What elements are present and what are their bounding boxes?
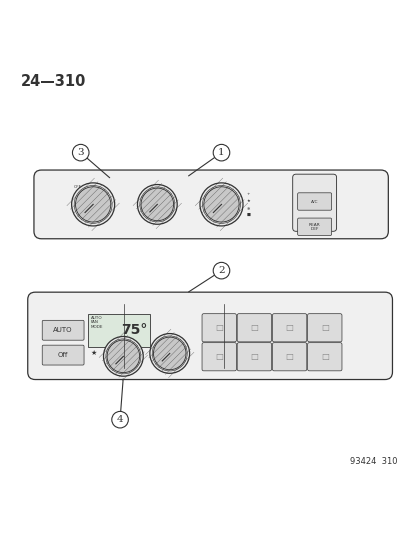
Text: AUTO: AUTO [53, 327, 73, 333]
Circle shape [107, 340, 139, 373]
Circle shape [141, 188, 173, 221]
FancyBboxPatch shape [42, 345, 84, 365]
FancyBboxPatch shape [34, 170, 387, 239]
Circle shape [199, 183, 242, 226]
Text: 24—310: 24—310 [21, 74, 86, 89]
FancyBboxPatch shape [202, 314, 236, 342]
Circle shape [137, 184, 177, 224]
Text: 3: 3 [77, 148, 84, 157]
Circle shape [203, 187, 239, 222]
Circle shape [213, 144, 229, 161]
FancyBboxPatch shape [202, 343, 236, 371]
Circle shape [213, 262, 229, 279]
FancyBboxPatch shape [292, 174, 336, 231]
Text: □: □ [250, 324, 258, 332]
Text: Off: Off [58, 352, 68, 358]
Text: □: □ [215, 352, 223, 361]
FancyBboxPatch shape [42, 320, 84, 340]
FancyBboxPatch shape [307, 314, 341, 342]
Text: ★: ★ [90, 350, 97, 357]
Text: □: □ [320, 324, 328, 332]
Text: ■: ■ [246, 213, 249, 217]
FancyBboxPatch shape [297, 218, 331, 236]
Text: 4: 4 [116, 415, 123, 424]
Circle shape [153, 337, 185, 370]
Text: 93424  310: 93424 310 [349, 457, 396, 466]
Circle shape [112, 411, 128, 428]
Text: ★: ★ [246, 199, 249, 203]
Circle shape [103, 336, 143, 376]
FancyBboxPatch shape [307, 343, 341, 371]
FancyBboxPatch shape [237, 314, 271, 342]
FancyBboxPatch shape [88, 314, 150, 347]
Text: □: □ [250, 352, 258, 361]
Text: OFF: OFF [74, 185, 81, 189]
FancyBboxPatch shape [28, 292, 392, 379]
Text: □: □ [285, 352, 293, 361]
FancyBboxPatch shape [272, 343, 306, 371]
FancyBboxPatch shape [237, 343, 271, 371]
Text: 2: 2 [218, 266, 224, 275]
Text: A/C: A/C [310, 199, 318, 204]
Circle shape [72, 144, 89, 161]
Text: 75°: 75° [121, 324, 147, 337]
Text: 1: 1 [218, 148, 224, 157]
Circle shape [150, 334, 189, 373]
Circle shape [75, 187, 111, 222]
Text: □: □ [215, 324, 223, 332]
Text: ❄: ❄ [246, 207, 249, 211]
Text: □: □ [320, 352, 328, 361]
FancyBboxPatch shape [297, 193, 331, 210]
Circle shape [71, 183, 114, 226]
Text: AUTO
FAN
MODE: AUTO FAN MODE [90, 316, 103, 329]
FancyBboxPatch shape [272, 314, 306, 342]
Text: REAR
DEF: REAR DEF [308, 223, 320, 231]
Text: □: □ [285, 324, 293, 332]
Text: +: + [246, 192, 249, 196]
